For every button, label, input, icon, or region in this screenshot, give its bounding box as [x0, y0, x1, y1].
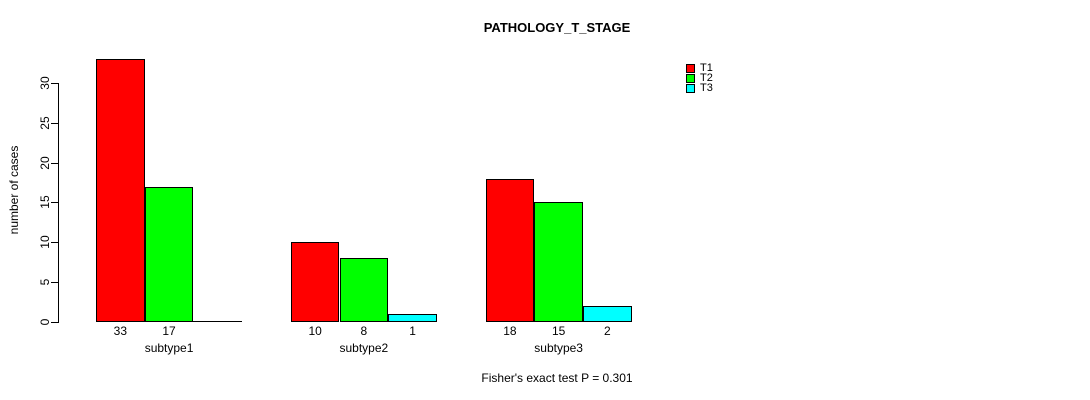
footnote: Fisher's exact test P = 0.301: [481, 371, 633, 385]
y-tick: [51, 162, 58, 164]
y-tick: [51, 282, 58, 284]
y-tick: [51, 322, 58, 323]
bar-value-label: 33: [113, 324, 128, 338]
legend-swatch-T1: [686, 63, 695, 73]
y-tick: [51, 242, 58, 244]
y-tick-label: 10: [38, 235, 52, 249]
bar-T1-subtype2: [290, 242, 340, 322]
category-label-subtype1: subtype1: [144, 341, 194, 355]
bar-T1-subtype1: [96, 58, 145, 322]
y-tick: [51, 122, 58, 124]
y-tick-label: 15: [38, 195, 52, 210]
category-label-subtype3: subtype3: [534, 341, 583, 355]
bar-T3-subtype2: [388, 314, 437, 322]
bar-value-label: 18: [503, 324, 517, 338]
bar-value-label: 10: [308, 324, 322, 338]
bar-T2-subtype2: [339, 258, 389, 322]
bar-value-label: 1: [409, 324, 416, 338]
y-tick: [51, 82, 58, 84]
legend-item-T1: T1: [686, 62, 713, 74]
bar-T2-subtype1: [144, 186, 194, 322]
bar-value-label: 17: [162, 324, 176, 338]
y-tick: [51, 202, 58, 204]
legend-swatch-T3: [686, 83, 695, 93]
legend-label: T2: [700, 72, 713, 84]
bar-T2-subtype3: [534, 202, 583, 322]
bar-value-label: 2: [604, 324, 611, 338]
legend: T1 T2 T3: [686, 62, 713, 94]
legend-item-T2: T2: [686, 72, 713, 84]
legend-label: T1: [700, 62, 713, 74]
y-tick-label: 5: [38, 278, 52, 286]
y-tick-label: 25: [38, 116, 52, 130]
category-label-subtype2: subtype2: [339, 341, 389, 355]
legend-item-T3: T3: [686, 82, 713, 94]
legend-swatch-T2: [686, 73, 695, 83]
legend-label: T3: [700, 82, 713, 94]
y-tick-label: 0: [38, 318, 52, 326]
bar-value-label: 8: [360, 324, 368, 338]
chart-title: PATHOLOGY_T_STAGE: [483, 20, 631, 35]
bar-T3-subtype3: [583, 306, 632, 322]
bar-zero-T3-subtype1: [193, 321, 243, 322]
y-tick-label: 20: [38, 155, 52, 170]
bar-T1-subtype3: [485, 178, 535, 322]
bar-value-label: 15: [551, 324, 566, 338]
y-axis-line: [58, 82, 59, 323]
y-tick-label: 30: [38, 76, 52, 90]
